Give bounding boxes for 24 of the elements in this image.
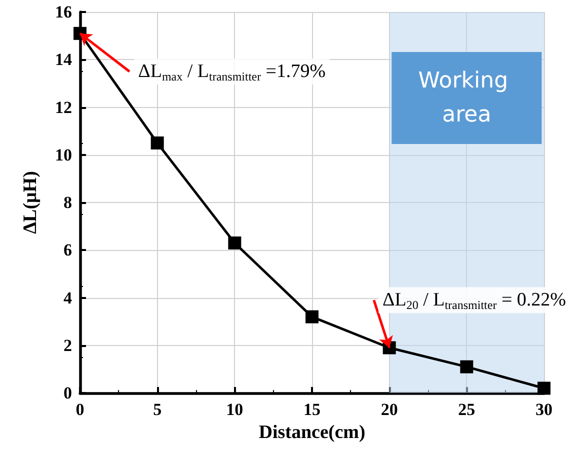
point — [538, 382, 550, 395]
y-axis-title: ΔL(μH) — [20, 171, 41, 234]
point — [460, 360, 474, 374]
point — [228, 236, 242, 250]
x-tick-label: 0 — [76, 400, 84, 419]
y-tick-label: 10 — [55, 145, 72, 164]
y-tick-label: 6 — [64, 240, 72, 260]
x-tick-label: 5 — [153, 400, 162, 419]
point — [150, 136, 164, 150]
x-tick-label: 25 — [458, 400, 476, 419]
y-tick-label: 8 — [64, 193, 72, 212]
y-tick-label: 4 — [64, 288, 72, 308]
x-tick-label: 15 — [304, 400, 320, 419]
x-tick-label: 10 — [226, 400, 244, 419]
y-tick-label: 14 — [55, 50, 72, 70]
y-tick-label: 2 — [64, 336, 72, 355]
x-tick-label: 20 — [380, 400, 398, 419]
y-tick-label: 12 — [55, 98, 72, 117]
y-tick-label: 16 — [55, 2, 72, 22]
point — [306, 310, 318, 324]
y-tick-label: 0 — [64, 384, 72, 402]
band-label: Working area — [418, 68, 516, 128]
x-tick-label: 30 — [536, 400, 552, 419]
x-axis-title: Distance(cm) — [258, 422, 366, 443]
